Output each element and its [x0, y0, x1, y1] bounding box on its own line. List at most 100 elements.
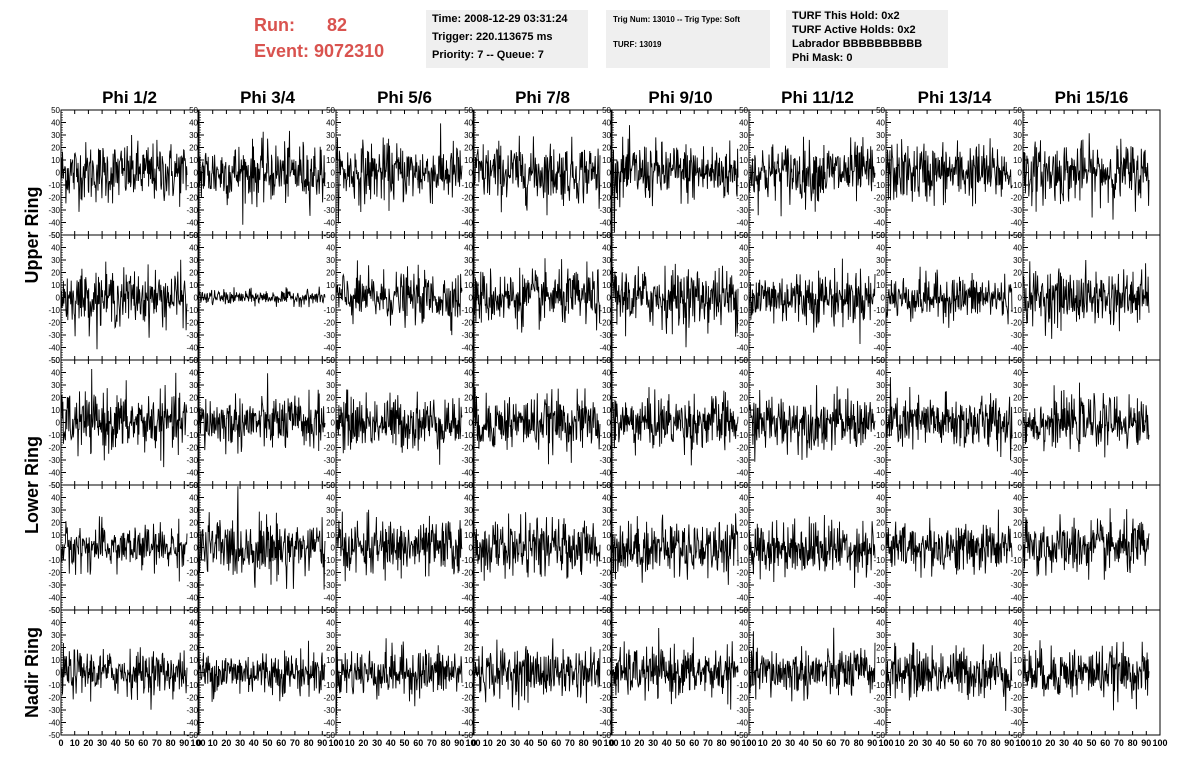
y-tick-label: -40 — [873, 469, 885, 478]
y-tick-label: 50 — [189, 606, 198, 615]
y-tick-label: 20 — [326, 519, 335, 528]
y-tick-label: 50 — [189, 231, 198, 240]
y-tick-label: 50 — [739, 606, 748, 615]
waveform-trace — [885, 377, 1013, 461]
waveform-trace — [748, 385, 876, 462]
y-tick-label: -10 — [461, 556, 473, 565]
x-tick-label: 50 — [124, 738, 134, 748]
y-tick-label: -30 — [461, 706, 473, 715]
y-tick-label: -20 — [48, 694, 60, 703]
x-tick-label: 80 — [854, 738, 864, 748]
y-tick-label: -10 — [873, 306, 885, 315]
x-tick-label: 70 — [1114, 738, 1124, 748]
y-tick-label: 40 — [876, 619, 885, 628]
column-header: Phi 9/10 — [648, 88, 712, 107]
y-tick-label: 10 — [1013, 656, 1022, 665]
run-label: Run: 82 — [254, 12, 347, 38]
y-tick-label: 20 — [464, 144, 473, 153]
y-tick-label: -40 — [873, 344, 885, 353]
x-tick-label: 40 — [524, 738, 534, 748]
x-tick-label: 20 — [908, 738, 918, 748]
y-tick-label: 10 — [1013, 281, 1022, 290]
waveform-trace — [611, 513, 739, 585]
y-tick-label: 40 — [876, 369, 885, 378]
waveform-trace — [748, 258, 876, 345]
x-tick-label: 50 — [675, 738, 685, 748]
y-tick-label: -20 — [873, 569, 885, 578]
y-tick-label: 50 — [464, 231, 473, 240]
x-tick-label: 80 — [304, 738, 314, 748]
x-tick-label: 10 — [70, 738, 80, 748]
y-tick-label: -20 — [1010, 444, 1022, 453]
y-tick-label: 20 — [602, 519, 611, 528]
waveform-trace — [473, 387, 601, 465]
x-tick-label: 90 — [867, 738, 877, 748]
y-tick-label: -20 — [599, 569, 611, 578]
x-tick-label: 90 — [592, 738, 602, 748]
y-tick-label: -20 — [599, 444, 611, 453]
y-tick-label: 0 — [331, 419, 336, 428]
y-tick-label: 30 — [876, 631, 885, 640]
y-tick-label: 50 — [326, 231, 335, 240]
y-tick-label: -10 — [1010, 431, 1022, 440]
y-tick-label: 30 — [464, 131, 473, 140]
x-tick-label: 30 — [235, 738, 245, 748]
waveform-trace — [198, 486, 326, 590]
y-tick-label: -20 — [873, 694, 885, 703]
y-tick-label: 20 — [1013, 144, 1022, 153]
y-tick-label: -40 — [323, 219, 335, 228]
x-tick-label: 10 — [895, 738, 905, 748]
y-tick-label: -40 — [461, 719, 473, 728]
y-tick-label: -20 — [736, 194, 748, 203]
y-tick-label: 50 — [326, 481, 335, 490]
y-tick-label: 10 — [739, 406, 748, 415]
y-tick-label: -50 — [599, 731, 611, 740]
y-tick-label: 50 — [189, 356, 198, 365]
x-tick-label: 100 — [190, 738, 205, 748]
y-tick-label: 10 — [602, 656, 611, 665]
y-tick-label: 20 — [326, 269, 335, 278]
waveform-trace — [611, 125, 739, 233]
y-tick-label: 30 — [602, 381, 611, 390]
y-tick-label: 20 — [189, 269, 198, 278]
y-tick-label: -30 — [48, 206, 60, 215]
y-tick-label: 10 — [326, 406, 335, 415]
x-tick-label: 30 — [510, 738, 520, 748]
waveform-trace — [335, 123, 463, 224]
y-tick-label: 0 — [744, 169, 749, 178]
y-tick-label: 10 — [602, 281, 611, 290]
waveform-trace — [335, 509, 463, 582]
waveform-trace — [473, 258, 601, 333]
x-tick-label: 100 — [878, 738, 893, 748]
y-tick-label: -50 — [48, 481, 60, 490]
x-tick-label: 70 — [290, 738, 300, 748]
x-tick-label: 60 — [689, 738, 699, 748]
y-tick-label: -10 — [599, 431, 611, 440]
y-tick-label: 30 — [739, 256, 748, 265]
event-label: Event: 9072310 — [254, 38, 384, 64]
x-tick-label: 100 — [465, 738, 480, 748]
y-tick-label: 40 — [189, 244, 198, 253]
x-tick-label: 60 — [1100, 738, 1110, 748]
waveform-trace — [885, 138, 1013, 207]
waveform-trace — [198, 373, 326, 455]
y-tick-label: 20 — [189, 644, 198, 653]
y-tick-label: 10 — [739, 281, 748, 290]
x-tick-label: 70 — [152, 738, 162, 748]
x-tick-label: 10 — [208, 738, 218, 748]
y-tick-label: 0 — [881, 294, 886, 303]
y-tick-label: 20 — [602, 644, 611, 653]
trig-info-box: Trig Num: 13010 -- Trig Type: Soft TURF:… — [606, 10, 770, 68]
y-tick-label: -20 — [461, 694, 473, 703]
x-tick-label: 20 — [358, 738, 368, 748]
x-tick-label: 80 — [166, 738, 176, 748]
y-tick-label: -50 — [48, 606, 60, 615]
run-value: 82 — [327, 15, 348, 35]
waveform-trace — [198, 286, 326, 308]
time-info-box: Time: 2008-12-29 03:31:24 Trigger: 220.1… — [426, 10, 588, 68]
y-tick-label: -30 — [323, 706, 335, 715]
x-tick-label: 0 — [1020, 738, 1025, 748]
x-tick-label: 10 — [1032, 738, 1042, 748]
y-tick-label: 40 — [1013, 369, 1022, 378]
